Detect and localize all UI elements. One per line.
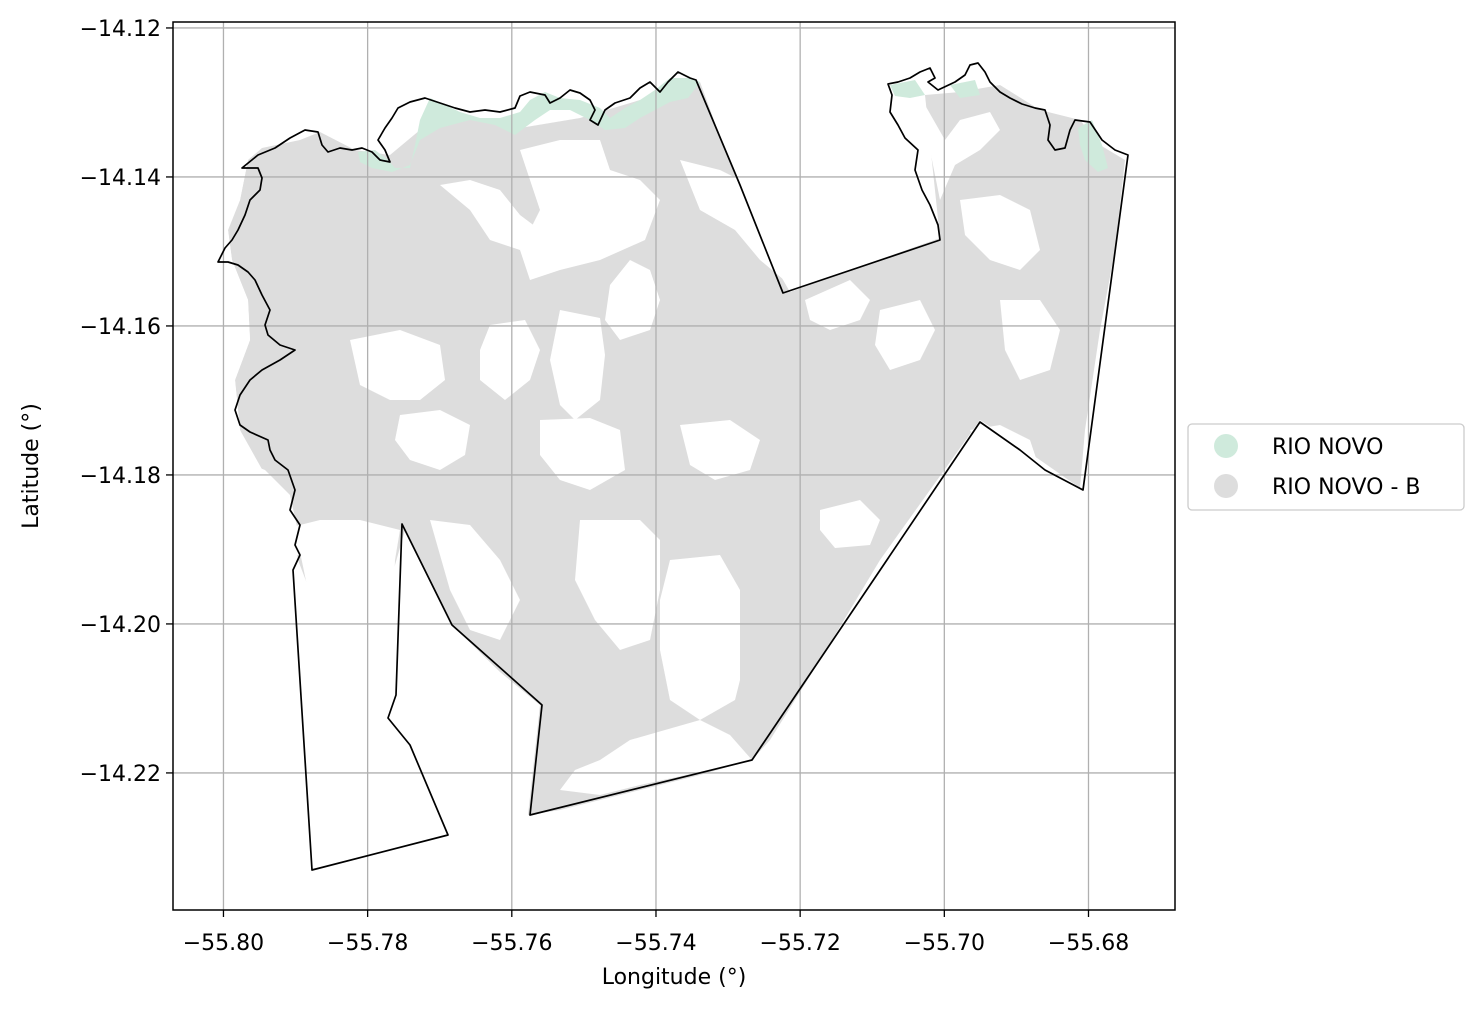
x-tick-label: −55.70 bbox=[904, 931, 985, 956]
legend-swatch-rio-novo bbox=[1214, 434, 1238, 458]
y-axis-ticks: −14.12 −14.14 −14.16 −14.18 −14.20 −14.22 bbox=[80, 17, 173, 787]
boundary-outline bbox=[217, 62, 1129, 871]
x-tick-label: −55.78 bbox=[327, 931, 408, 956]
x-tick-label: −55.68 bbox=[1048, 931, 1129, 956]
legend-swatch-rio-novo-b bbox=[1214, 474, 1238, 498]
y-tick-label: −14.22 bbox=[80, 762, 161, 787]
y-tick-label: −14.20 bbox=[80, 613, 161, 638]
y-axis-label: Latitude (°) bbox=[19, 403, 44, 529]
y-tick-label: −14.12 bbox=[80, 17, 161, 42]
x-axis-ticks: −55.80 −55.78 −55.76 −55.74 −55.72 −55.70 −55.… bbox=[183, 910, 1129, 956]
legend-label-rio-novo: RIO NOVO bbox=[1272, 435, 1383, 460]
region-rio-novo bbox=[358, 78, 1108, 172]
legend-label-rio-novo-b: RIO NOVO - B bbox=[1272, 475, 1420, 500]
x-tick-label: −55.74 bbox=[615, 931, 696, 956]
grid bbox=[173, 22, 1175, 910]
y-tick-label: −14.14 bbox=[80, 166, 161, 191]
y-tick-label: −14.16 bbox=[80, 315, 161, 340]
legend-frame bbox=[1187, 423, 1465, 511]
x-tick-label: −55.80 bbox=[183, 931, 264, 956]
x-tick-label: −55.76 bbox=[471, 931, 552, 956]
y-tick-label: −14.18 bbox=[80, 464, 161, 489]
x-axis-label: Longitude (°) bbox=[602, 965, 747, 990]
legend: RIO NOVO RIO NOVO - B bbox=[1187, 423, 1465, 511]
region-rio-novo-b bbox=[215, 82, 1125, 865]
x-tick-label: −55.72 bbox=[759, 931, 840, 956]
axes-frame bbox=[172, 21, 1176, 911]
